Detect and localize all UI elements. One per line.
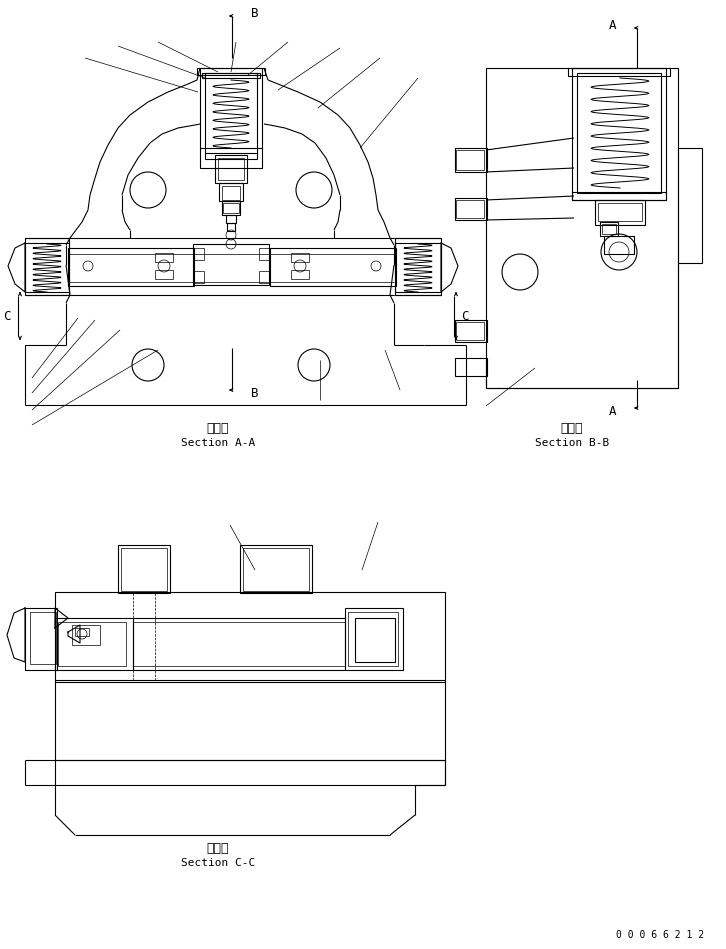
Bar (30, 612, 56, 664)
Bar (456, 200, 484, 218)
Bar (75, 628, 89, 636)
Bar (345, 608, 403, 670)
Bar (155, 253, 173, 262)
Bar (197, 68, 265, 75)
Bar (55, 592, 445, 682)
Bar (68, 248, 194, 286)
Text: Section A-A: Section A-A (181, 438, 255, 448)
Bar (240, 545, 312, 593)
Bar (121, 548, 167, 591)
Bar (55, 680, 445, 760)
Text: B: B (251, 7, 258, 20)
Bar (194, 248, 204, 260)
Bar (118, 545, 170, 593)
Bar (348, 612, 398, 666)
Bar (222, 186, 240, 200)
Bar (25, 243, 69, 292)
Bar (355, 618, 395, 662)
Text: A: A (609, 404, 617, 418)
Bar (215, 155, 247, 183)
Bar (226, 215, 236, 223)
Bar (55, 618, 133, 670)
Text: Section B-B: Section B-B (535, 438, 609, 448)
Bar (72, 625, 100, 645)
Bar (572, 68, 666, 200)
Bar (223, 203, 239, 213)
Bar (598, 203, 642, 221)
Bar (456, 322, 484, 340)
Bar (604, 236, 634, 254)
Bar (194, 271, 204, 283)
Bar (133, 618, 345, 670)
Bar (219, 183, 243, 201)
Bar (600, 222, 618, 236)
Text: Section C-C: Section C-C (181, 858, 255, 868)
Text: A: A (609, 18, 617, 31)
Bar (202, 73, 260, 78)
Bar (200, 68, 262, 168)
Bar (243, 548, 309, 591)
Text: C: C (461, 309, 469, 323)
Bar (395, 243, 441, 292)
Bar (58, 622, 126, 666)
Text: C: C (3, 309, 11, 323)
Bar (568, 68, 670, 76)
Bar (455, 320, 487, 342)
Bar (455, 198, 487, 220)
Bar (227, 223, 235, 231)
Bar (25, 608, 57, 670)
Bar (291, 270, 309, 279)
Bar (259, 248, 269, 260)
Text: 0 0 0 6 6 2 1 2: 0 0 0 6 6 2 1 2 (616, 930, 704, 940)
Bar (602, 224, 616, 234)
Bar (270, 248, 396, 286)
Text: 断　面: 断 面 (207, 421, 229, 435)
Bar (577, 73, 661, 193)
Bar (572, 192, 666, 200)
Bar (455, 148, 487, 172)
Text: 断　面: 断 面 (207, 842, 229, 854)
Bar (595, 200, 645, 225)
Bar (193, 244, 269, 285)
Text: B: B (251, 386, 258, 400)
Bar (155, 270, 173, 279)
Bar (291, 253, 309, 262)
Bar (395, 238, 441, 295)
Bar (259, 271, 269, 283)
Bar (218, 158, 244, 180)
Bar (678, 148, 702, 263)
Bar (486, 68, 678, 388)
Bar (25, 238, 69, 295)
Bar (222, 201, 240, 215)
Bar (55, 760, 445, 785)
Bar (455, 358, 487, 376)
Bar (205, 73, 257, 159)
Bar (456, 150, 484, 170)
Text: 断　面: 断 面 (560, 421, 583, 435)
